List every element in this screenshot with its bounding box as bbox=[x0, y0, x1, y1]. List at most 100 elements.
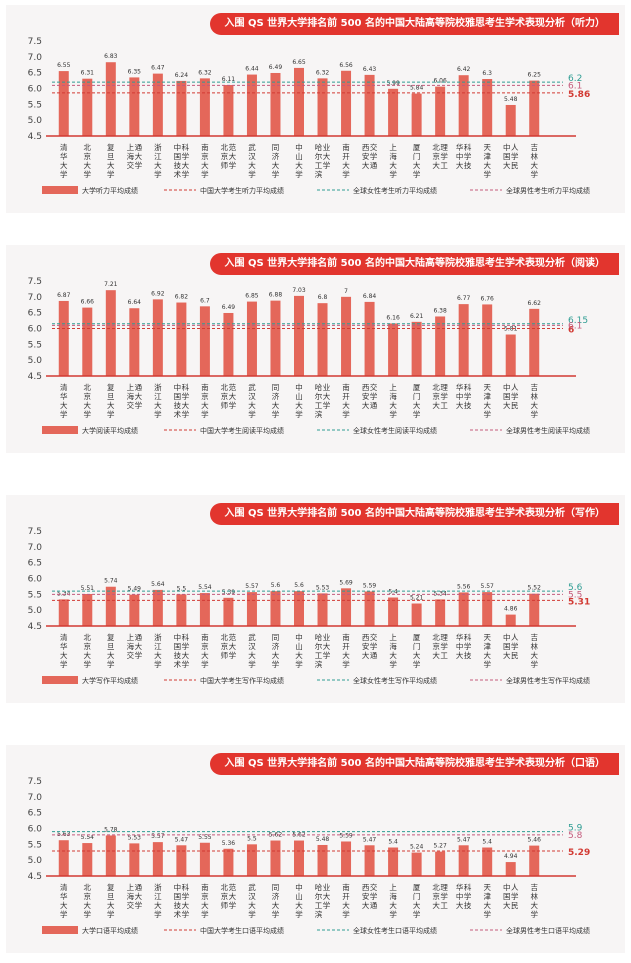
bar bbox=[435, 599, 446, 626]
bar bbox=[482, 592, 493, 626]
bar bbox=[341, 841, 352, 876]
x-tick-char: 学 bbox=[60, 909, 68, 919]
bar bbox=[199, 306, 210, 376]
x-tick-char: 理 bbox=[440, 143, 448, 152]
y-tick-label: 5.0 bbox=[28, 606, 43, 616]
x-tick-char: 中 bbox=[456, 891, 464, 901]
x-tick-char: 海 bbox=[127, 641, 135, 651]
x-tick-char: 大 bbox=[456, 900, 464, 910]
x-tick-char: 大 bbox=[182, 160, 190, 170]
bar bbox=[82, 307, 93, 376]
x-tick-char: 学 bbox=[413, 169, 421, 179]
x-tick-char: 民 bbox=[511, 401, 519, 410]
x-tick-char: 学 bbox=[530, 409, 538, 419]
x-tick-char: 学 bbox=[107, 409, 115, 419]
x-tick-char: 中 bbox=[503, 882, 511, 892]
x-tick-char: 华 bbox=[456, 382, 464, 392]
bar-value-label: 5.47 bbox=[175, 836, 189, 843]
bar-value-label: 6.88 bbox=[269, 292, 283, 299]
x-tick-char: 科 bbox=[182, 882, 190, 892]
x-tick-char: 上 bbox=[389, 383, 397, 392]
x-tick-char: 学 bbox=[483, 909, 491, 919]
x-tick-char: 大 bbox=[107, 650, 115, 660]
bar-value-label: 5.46 bbox=[528, 837, 542, 844]
bar-value-label: 6.82 bbox=[175, 294, 189, 301]
x-tick-char: 大 bbox=[201, 650, 209, 660]
x-tick-char: 大 bbox=[295, 650, 303, 660]
x-tick-char: 江 bbox=[154, 392, 162, 401]
x-tick-char: 学 bbox=[272, 659, 280, 669]
x-tick-char: 术 bbox=[174, 409, 182, 419]
bar bbox=[58, 300, 69, 376]
x-tick-char: 科 bbox=[182, 142, 190, 152]
x-tick-char: 上 bbox=[389, 883, 397, 892]
x-tick-char: 技 bbox=[174, 900, 182, 910]
x-tick-char: 中 bbox=[295, 142, 303, 152]
x-tick-char: 天 bbox=[483, 383, 491, 392]
x-tick-char: 技 bbox=[464, 900, 472, 910]
bar bbox=[129, 594, 140, 626]
x-tick-char: 业 bbox=[323, 142, 331, 152]
bar bbox=[505, 104, 516, 136]
x-tick-char: 技 bbox=[174, 160, 182, 170]
x-tick-char: 大 bbox=[182, 900, 190, 910]
y-tick-label: 5.5 bbox=[28, 590, 42, 600]
legend-swatch bbox=[42, 186, 78, 194]
legend-label: 中国大学考生口语平均成绩 bbox=[200, 926, 284, 935]
x-tick-char: 国 bbox=[174, 392, 182, 401]
bar bbox=[317, 303, 328, 376]
x-tick-char: 工 bbox=[440, 401, 448, 410]
bar-value-label: 6.42 bbox=[457, 66, 471, 73]
x-tick-char: 技 bbox=[174, 400, 182, 410]
x-tick-char: 大 bbox=[389, 160, 397, 170]
x-tick-char: 山 bbox=[295, 641, 303, 651]
x-tick-char: 清 bbox=[60, 632, 68, 642]
bar bbox=[176, 302, 187, 376]
bar-value-label: 5.54 bbox=[81, 834, 95, 841]
x-tick-char: 门 bbox=[413, 152, 421, 161]
bar bbox=[129, 308, 140, 376]
x-tick-char: 大 bbox=[60, 160, 68, 170]
bar-value-label: 5.81 bbox=[504, 326, 518, 333]
bar-value-label: 4.86 bbox=[504, 606, 518, 613]
bar-value-label: 5.48 bbox=[316, 836, 330, 843]
bar-value-label: 5.4 bbox=[482, 839, 492, 846]
x-tick-char: 学 bbox=[323, 900, 331, 910]
x-tick-char: 学 bbox=[440, 151, 448, 161]
bar-value-label: 6.16 bbox=[386, 314, 400, 321]
x-tick-char: 武 bbox=[248, 382, 256, 392]
bar bbox=[270, 591, 281, 626]
x-tick-char: 大 bbox=[432, 900, 440, 910]
y-tick-label: 7.0 bbox=[28, 543, 43, 553]
x-tick-char: 学 bbox=[229, 650, 237, 660]
bar bbox=[152, 589, 163, 626]
x-tick-char: 学 bbox=[323, 400, 331, 410]
x-tick-char: 北 bbox=[221, 633, 229, 642]
bar bbox=[176, 594, 187, 626]
bar bbox=[505, 334, 516, 376]
bar-value-label: 6.85 bbox=[245, 293, 259, 300]
bar-value-label: 6.43 bbox=[363, 66, 377, 73]
bar bbox=[270, 840, 281, 876]
bar-value-label: 6.65 bbox=[292, 59, 306, 66]
x-tick-char: 学 bbox=[84, 659, 92, 669]
x-tick-char: 清 bbox=[60, 142, 68, 152]
x-tick-char: 大 bbox=[201, 400, 209, 410]
x-tick-char: 大 bbox=[272, 400, 280, 410]
x-tick-char: 学 bbox=[60, 169, 68, 179]
x-tick-char: 西 bbox=[362, 383, 370, 392]
x-tick-char: 华 bbox=[60, 891, 68, 901]
x-tick-char: 科 bbox=[464, 142, 472, 152]
bar bbox=[529, 308, 540, 376]
x-tick-char: 京 bbox=[84, 641, 92, 651]
y-tick-label: 4.5 bbox=[28, 372, 42, 382]
